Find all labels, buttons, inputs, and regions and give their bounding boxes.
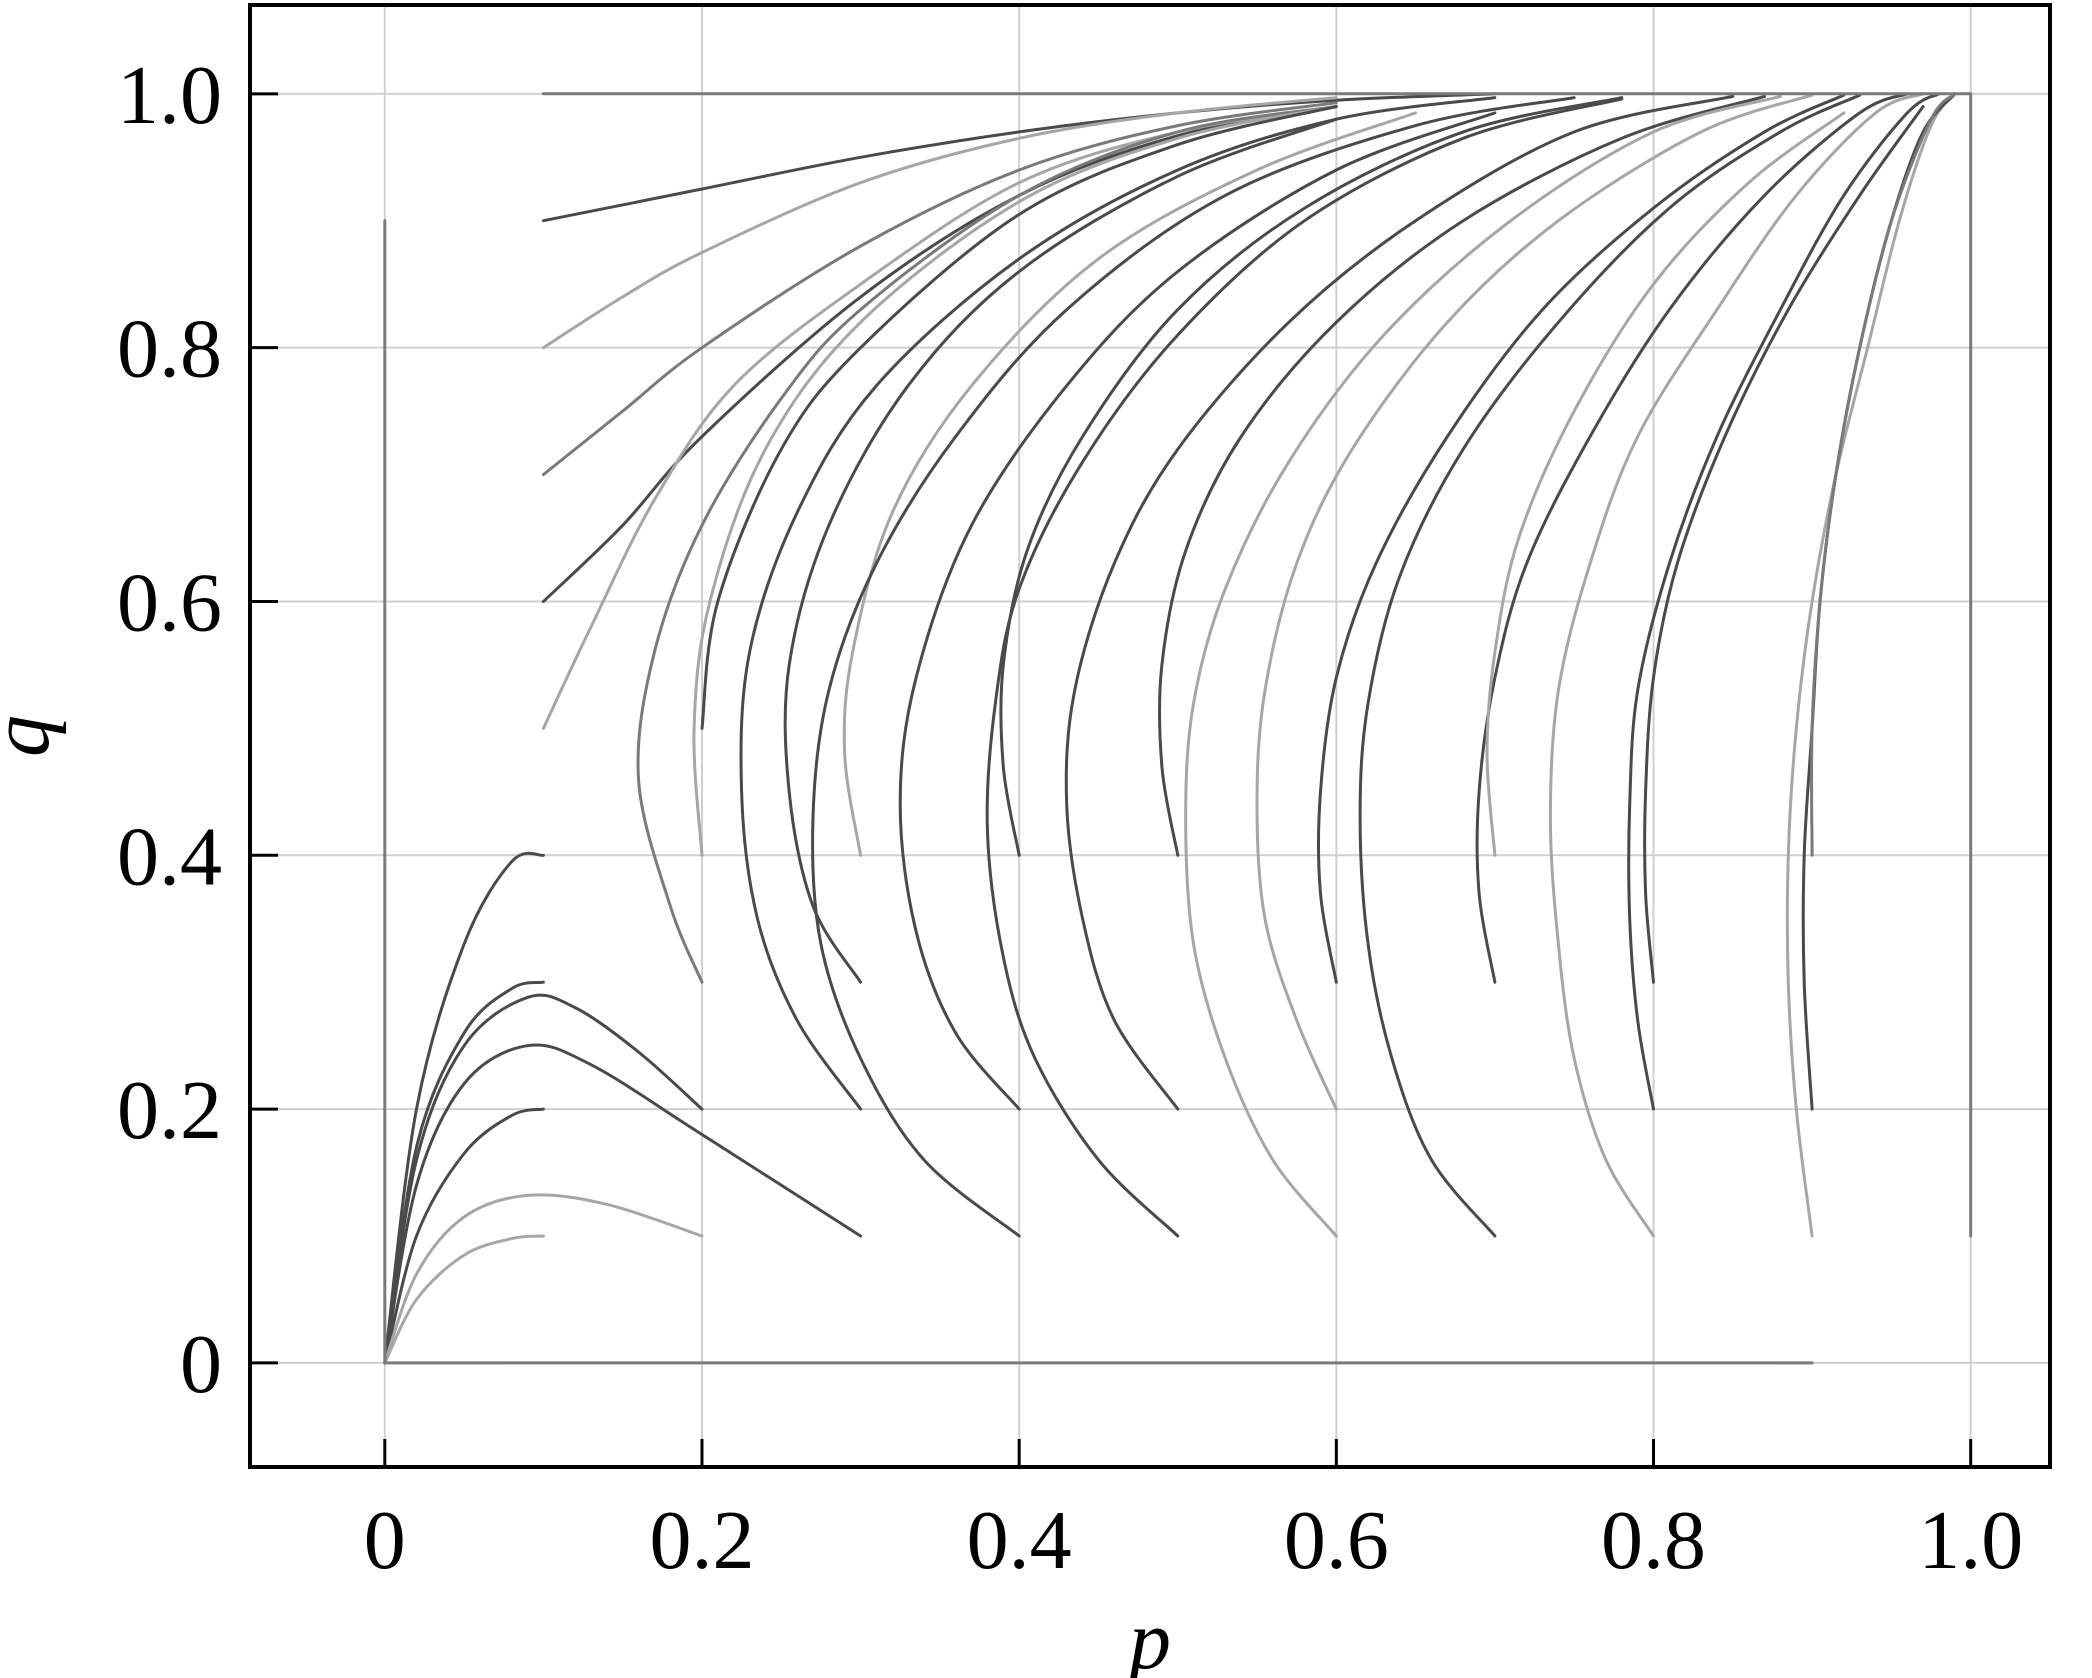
trajectory-line: [383, 1107, 545, 1365]
y-tick-label: 0.8: [117, 303, 222, 396]
y-tick-label: 0.6: [117, 556, 222, 649]
trajectory-line: [1643, 105, 1925, 984]
trajectory-line: [692, 105, 1338, 857]
trajectory-line: [383, 1043, 863, 1365]
trajectory-line: [541, 96, 1338, 350]
trajectory-line: [1358, 93, 1862, 1238]
trajectory-line: [1475, 92, 1909, 984]
x-tick-label: 0.8: [1601, 1494, 1706, 1587]
trajectory-line: [898, 111, 1497, 1111]
x-tick-label: 0.6: [1284, 1494, 1389, 1587]
x-axis-label: p: [1124, 1594, 1171, 1678]
trajectory-line: [1785, 92, 1957, 1238]
trajectory-line: [1157, 94, 1766, 857]
trajectory-line: [1255, 93, 1814, 1111]
trajectory-line: [383, 851, 545, 1365]
y-tick-label: 0.2: [117, 1064, 222, 1157]
trajectory-line: [1064, 94, 1735, 1111]
trajectory-line: [999, 96, 1624, 857]
trajectory-line: [1810, 92, 1957, 857]
trajectory-line: [636, 105, 1338, 984]
plot-frame: [248, 3, 2052, 1469]
x-tick-label: 1.0: [1918, 1494, 2023, 1587]
trajectories: [383, 92, 1973, 1365]
trajectory-line: [783, 117, 1338, 984]
trajectory-line: [383, 1234, 545, 1365]
x-tick-label: 0.4: [967, 1494, 1072, 1587]
trajectory-line: [1184, 94, 1782, 1238]
grid: [250, 5, 2050, 1467]
y-axis-label: q: [0, 715, 67, 757]
ticks: 0 0.2 0.4 0.6 0.8 1.0 0 0.2 0.4 0.6 0.8 1.0: [117, 49, 2023, 1587]
trajectory-line: [541, 105, 1338, 603]
trajectory-line: [383, 1193, 704, 1365]
trajectory-line: [739, 96, 1497, 1111]
trajectory-line: [541, 92, 1497, 223]
trajectory-line: [383, 993, 704, 1365]
y-tick-label: 0: [180, 1318, 222, 1411]
trajectory-line: [1627, 92, 1941, 1111]
trajectory-line: [541, 101, 1338, 477]
trajectory-line: [811, 96, 1576, 1238]
y-tick-label: 0.4: [117, 810, 222, 903]
trajectory-line: [1316, 93, 1846, 984]
x-tick-label: 0: [364, 1494, 406, 1587]
trajectory-line: [700, 105, 1338, 730]
x-tick-label: 0.2: [649, 1494, 754, 1587]
y-tick-label: 1.0: [117, 49, 222, 142]
trajectory-line: [1548, 92, 1925, 1238]
trajectory-line: [985, 97, 1624, 1238]
trajectory-line: [1485, 111, 1846, 857]
trajectory-line: [842, 111, 1418, 857]
